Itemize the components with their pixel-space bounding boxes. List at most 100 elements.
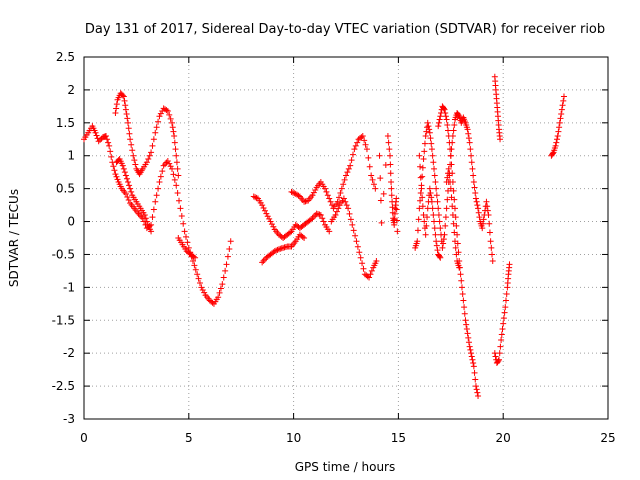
x-tick-label: 10 — [286, 431, 301, 445]
data-point — [274, 246, 281, 253]
data-point — [173, 159, 180, 166]
data-point — [560, 97, 567, 104]
data-point — [421, 218, 428, 225]
data-point — [114, 176, 121, 183]
data-point — [429, 152, 436, 159]
data-point — [419, 164, 426, 171]
data-point — [434, 247, 441, 254]
data-point — [434, 198, 441, 205]
data-point — [436, 218, 443, 225]
data-point — [125, 197, 132, 204]
y-axis-label: SDTVAR / TECUs — [7, 189, 21, 287]
series-track-8 — [328, 195, 380, 281]
y-tick-label: -2.5 — [52, 379, 75, 393]
data-point — [341, 176, 348, 183]
data-point — [195, 275, 202, 282]
data-point — [132, 161, 139, 168]
data-point — [447, 179, 454, 186]
data-point — [310, 213, 317, 220]
data-point — [121, 169, 128, 176]
data-point — [129, 147, 136, 154]
data-point — [164, 107, 171, 114]
data-point — [444, 196, 451, 203]
y-tick-label: -3 — [63, 412, 75, 426]
data-point — [475, 205, 482, 212]
data-point — [167, 163, 174, 170]
data-point — [469, 165, 476, 172]
data-point — [329, 202, 336, 209]
data-point — [157, 173, 164, 180]
data-point — [110, 163, 117, 170]
data-point — [177, 205, 184, 212]
data-point — [354, 243, 361, 250]
data-point — [416, 205, 423, 212]
data-point — [224, 253, 231, 260]
plot-frame — [83, 56, 609, 420]
data-point — [348, 157, 355, 164]
data-point — [312, 186, 319, 193]
data-point — [358, 134, 365, 141]
data-point — [344, 169, 351, 176]
y-tick-label: -0.5 — [52, 247, 75, 261]
series-track-6 — [288, 132, 379, 212]
data-point — [424, 214, 431, 221]
data-point — [441, 231, 448, 238]
data-point — [499, 326, 506, 333]
data-point — [113, 105, 120, 112]
data-point — [470, 363, 477, 370]
x-tick-label: 25 — [600, 431, 615, 445]
data-point — [120, 165, 127, 172]
data-point — [384, 132, 391, 139]
data-point — [435, 119, 442, 126]
data-point — [365, 154, 372, 161]
y-tick-label: -2 — [63, 346, 75, 360]
data-point — [450, 220, 457, 227]
data-point — [122, 190, 129, 197]
data-point — [217, 285, 224, 292]
data-point — [472, 383, 479, 390]
data-point — [419, 203, 426, 210]
data-point — [465, 334, 472, 341]
data-point — [447, 146, 454, 153]
data-point — [145, 156, 152, 163]
data-point — [264, 213, 271, 220]
data-point — [169, 119, 176, 126]
data-point — [474, 389, 481, 396]
data-point — [555, 128, 562, 135]
data-point — [559, 102, 566, 109]
data-point — [453, 251, 460, 258]
data-point — [340, 195, 347, 202]
data-point — [421, 148, 428, 155]
data-point — [183, 233, 190, 240]
data-point — [457, 271, 464, 278]
data-point — [360, 265, 367, 272]
data-point — [334, 198, 341, 205]
data-point — [250, 193, 257, 200]
data-point — [128, 188, 135, 195]
data-point — [465, 135, 472, 142]
data-point — [271, 248, 278, 255]
series-track-5 — [250, 193, 333, 241]
data-point — [222, 267, 229, 274]
series-track-13 — [443, 165, 463, 271]
data-point — [259, 259, 266, 266]
data-point — [473, 198, 480, 205]
data-point — [433, 185, 440, 192]
data-point — [319, 215, 326, 222]
data-point — [553, 139, 560, 146]
data-point — [437, 113, 444, 120]
data-point — [468, 152, 475, 159]
data-point — [549, 150, 556, 157]
data-point — [268, 221, 275, 228]
data-point — [320, 218, 327, 225]
data-point — [430, 159, 437, 166]
data-point — [458, 284, 465, 291]
data-point — [119, 92, 126, 99]
data-point — [263, 210, 270, 217]
data-point — [427, 135, 434, 142]
data-point — [340, 181, 347, 188]
data-point — [119, 162, 126, 169]
data-point — [380, 190, 387, 197]
data-point — [414, 227, 421, 234]
data-point — [170, 171, 177, 178]
